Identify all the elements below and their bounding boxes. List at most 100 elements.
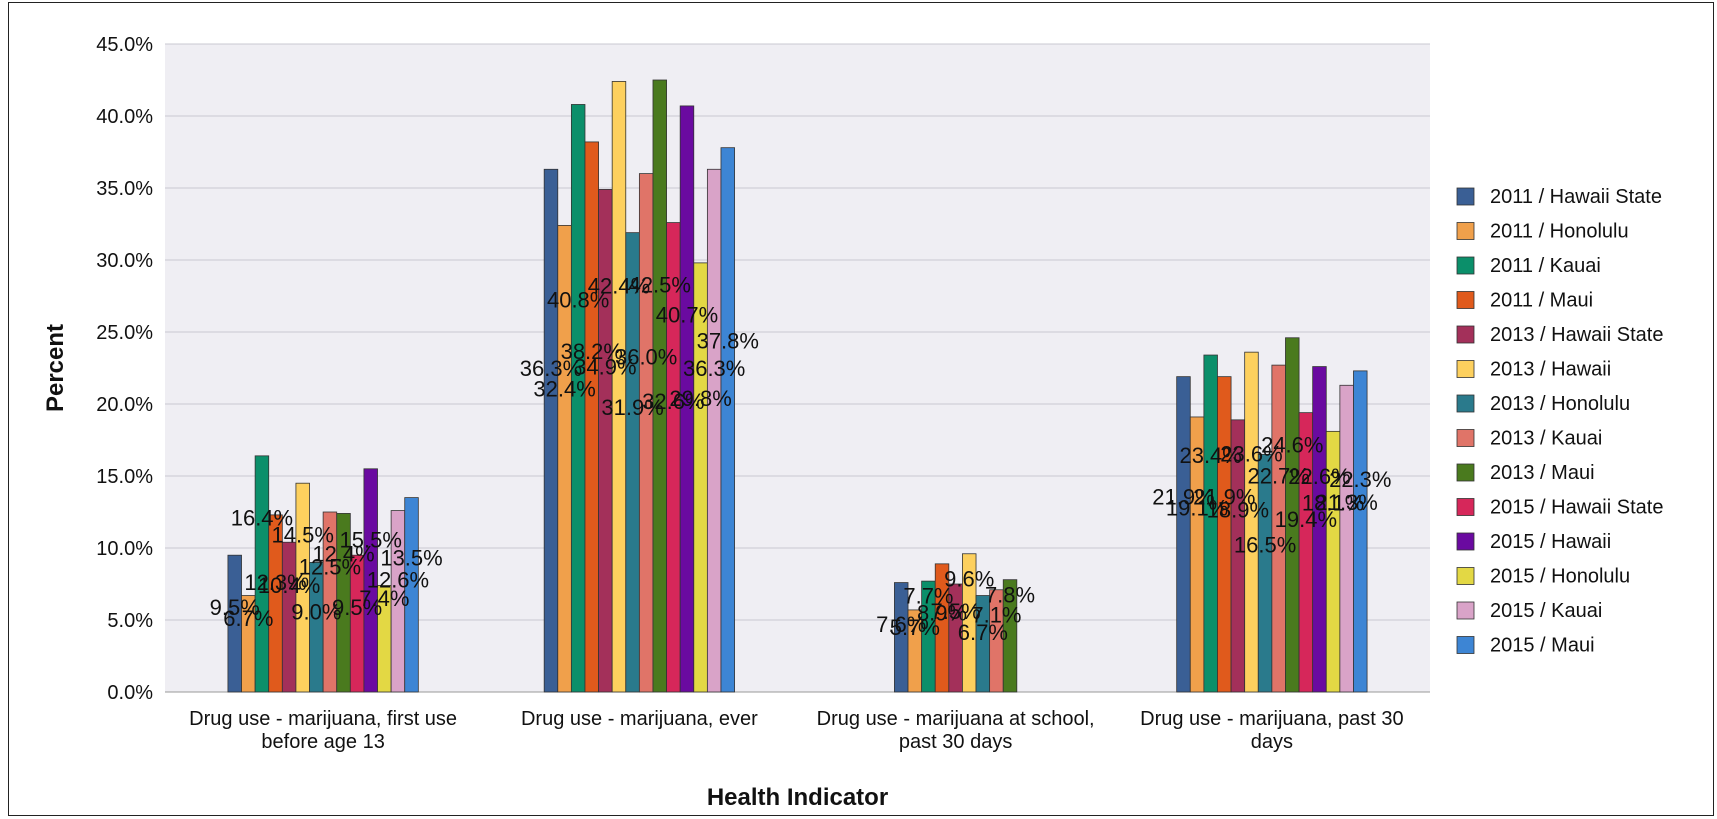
data-label: 36.0% (615, 345, 677, 370)
bar (638, 173, 654, 693)
legend-entry: 2013 / Honolulu (1490, 393, 1630, 415)
y-axis-title: Percent (42, 324, 69, 412)
bar (1217, 376, 1232, 693)
x-tick-label: Drug use - marijuana, ever (521, 708, 758, 730)
x-tick-label: Drug use - marijuana at school, (817, 708, 1095, 730)
y-tick-label: 5.0% (107, 610, 153, 632)
bar (1176, 376, 1191, 693)
bar (1339, 384, 1354, 693)
bar (706, 168, 722, 693)
data-label: 15.5% (340, 528, 402, 553)
bar (625, 232, 640, 693)
bar (611, 81, 627, 693)
x-tick-label: days (1251, 731, 1293, 753)
legend-swatch (1456, 222, 1475, 240)
bar-chart: 0.0% 5.0% 10.0% 15.0% 20.0% 25.0% 30.0% 35.0% 40… (42, 34, 1663, 811)
x-tick-label: Drug use - marijuana, past 30 (1140, 708, 1403, 730)
bar (404, 497, 419, 693)
y-tick-label: 35.0% (96, 178, 153, 200)
data-label: 14.5% (272, 523, 334, 548)
data-label: 23.4% (1179, 443, 1241, 468)
data-label: 12.4% (312, 541, 374, 566)
data-label: 32.6% (642, 389, 704, 414)
legend-entry: 2011 / Kauai (1490, 255, 1601, 277)
data-label: 16.4% (231, 506, 293, 531)
legend-swatch (1456, 567, 1475, 585)
data-label: 38.2% (561, 339, 623, 364)
legend-entry: 2015 / Honolulu (1490, 566, 1630, 588)
data-label: 9.6% (944, 566, 994, 591)
data-label: 40.7% (656, 303, 718, 328)
bar (1002, 579, 1018, 693)
y-tick-label: 20.0% (96, 394, 153, 416)
data-label: 12.5% (299, 554, 361, 579)
bar (1257, 453, 1273, 693)
data-label: 21.3% (1315, 490, 1377, 515)
data-label: 22.6% (1288, 464, 1350, 489)
data-label: 31.9% (601, 395, 663, 420)
x-tick-label: Drug use - marijuana, first use (189, 708, 457, 730)
data-label: 6.7% (958, 620, 1008, 645)
legend-swatch (1456, 429, 1475, 447)
legend-entry: 2013 / Maui (1490, 462, 1595, 484)
data-label: 6.7% (223, 606, 273, 631)
data-label: 34.9% (574, 354, 636, 379)
legend-entry: 2011 / Hawaii State (1490, 186, 1662, 208)
data-label: 8.9% (917, 601, 967, 626)
y-tick-label: 30.0% (96, 250, 153, 272)
data-label: 42.4% (588, 273, 650, 298)
legend-entry: 2015 / Maui (1490, 635, 1595, 657)
data-label: 7.8% (985, 582, 1035, 607)
chart-frame: 0.0% 5.0% 10.0% 15.0% 20.0% 25.0% 30.0% 35.0% 40… (8, 2, 1714, 816)
data-label: 19.4% (1275, 507, 1337, 532)
legend-swatch (1456, 256, 1475, 275)
data-label: 9.5% (210, 595, 260, 620)
data-label: 29.8% (669, 386, 731, 411)
y-tick-label: 0.0% (107, 682, 153, 704)
bar (584, 141, 599, 693)
bar (363, 468, 378, 693)
data-label: 7.1% (971, 603, 1021, 628)
legend-swatch (1456, 394, 1475, 413)
bar (1203, 354, 1218, 693)
legend-swatch (1456, 291, 1475, 309)
y-tick-label: 15.0% (96, 466, 153, 488)
y-tick-label: 10.0% (96, 538, 153, 560)
x-tick-label: past 30 days (899, 731, 1012, 753)
data-label: 37.8% (697, 329, 759, 354)
data-label: 12.6% (367, 568, 429, 593)
data-label: 42.5% (629, 273, 691, 298)
data-label: 22.7% (1247, 463, 1309, 488)
y-tick-label: 40.0% (96, 106, 153, 128)
data-label: 7.5% (931, 599, 981, 624)
data-label: 36.3% (683, 356, 745, 381)
data-label: 7.7% (903, 583, 953, 608)
legend-entry: 2015 / Kauai (1490, 600, 1602, 622)
legend-entry: 2015 / Hawaii (1490, 531, 1611, 553)
legend-swatch (1456, 325, 1475, 344)
legend-swatch (1456, 360, 1475, 378)
legend-entry: 2011 / Maui (1490, 290, 1593, 312)
y-tick-label: 45.0% (96, 34, 153, 56)
x-axis-title: Health Indicator (707, 784, 888, 811)
data-label: 23.6% (1220, 441, 1282, 466)
data-label: 10.4% (258, 573, 320, 598)
data-label: 9.0% (291, 600, 341, 625)
data-label: 19.1% (1166, 495, 1228, 520)
legend-entry: 2013 / Hawaii State (1490, 324, 1663, 346)
data-label: 9.5% (332, 595, 382, 620)
bar (720, 147, 735, 693)
data-label: 32.4% (533, 377, 595, 402)
data-label: 13.5% (380, 545, 442, 570)
data-label: 12.3% (244, 570, 306, 595)
data-label: 7.6% (876, 612, 926, 637)
legend-swatch (1456, 498, 1475, 516)
data-label: 21.9% (1152, 484, 1214, 509)
legend-entry: 2013 / Kauai (1490, 428, 1602, 450)
legend-swatch (1456, 636, 1475, 654)
bar (543, 168, 559, 693)
data-label: 40.8% (547, 288, 609, 313)
data-label: 18.9% (1207, 497, 1269, 522)
data-label: 5.7% (890, 615, 940, 640)
legend-swatch (1456, 532, 1475, 551)
